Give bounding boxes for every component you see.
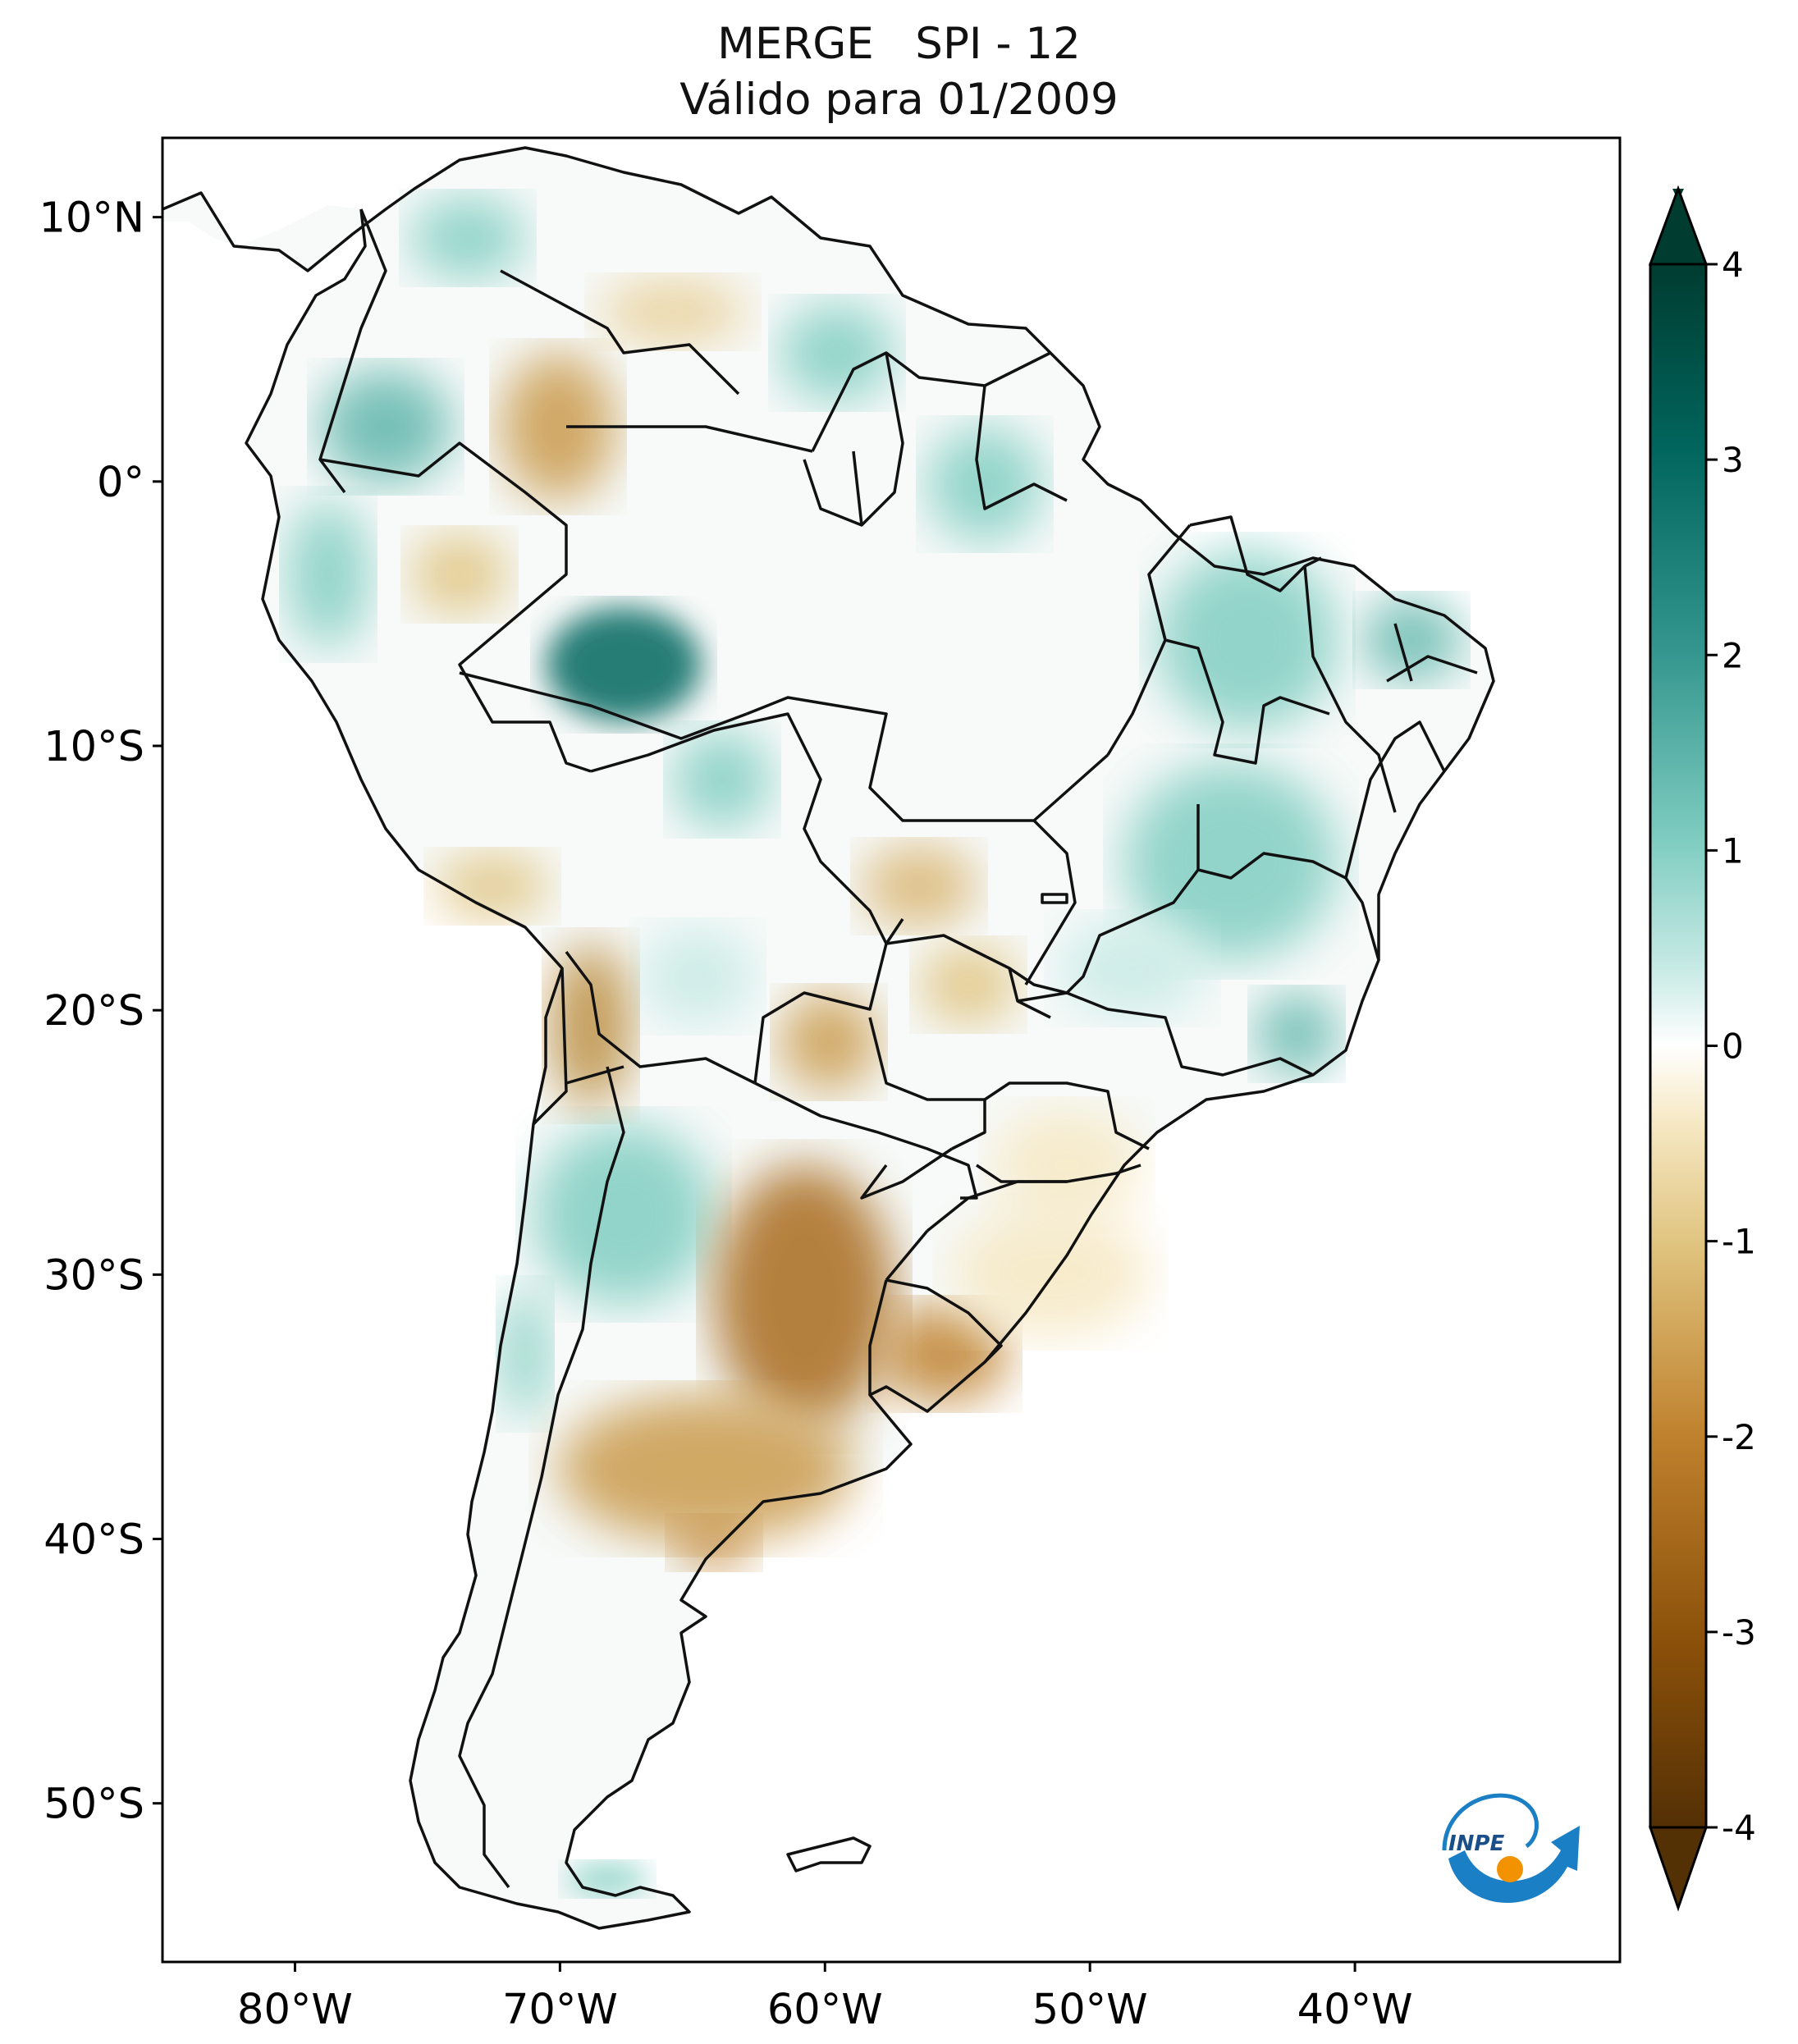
lat-tick-label: 50°S: [43, 1781, 144, 1829]
map-title: MERGE SPI - 12: [717, 19, 1081, 69]
map-content: [162, 146, 1495, 1930]
colorbar-tick-label: -3: [1722, 1612, 1756, 1653]
lon-tick-label: 40°W: [1297, 1986, 1413, 2034]
colorbar-tick-label: -2: [1722, 1417, 1756, 1457]
longitude-axis: 80°W 70°W 60°W 50°W 40°W: [237, 1962, 1413, 2034]
colorbar-max-extend: [1648, 185, 1709, 266]
lat-tick-label: 10°S: [43, 723, 144, 771]
lat-tick-label: 0°: [97, 459, 144, 507]
spi-shading: [287, 197, 1461, 1895]
colorbar-ticks: 4 3 2 1 0 -1 -2 -3 -4: [1706, 245, 1756, 1848]
inpe-logo: INPE: [1442, 1793, 1580, 1904]
lat-tick-label: 30°S: [43, 1251, 144, 1300]
colorbar-tick-label: 0: [1722, 1027, 1744, 1067]
lon-tick-label: 60°W: [767, 1986, 883, 2034]
colorbar-min-extend: [1648, 1826, 1709, 1912]
map-subtitle: Válido para 01/2009: [679, 75, 1119, 125]
boundaries: [162, 146, 1495, 1930]
logo-orbit-arc: [1442, 1793, 1539, 1851]
lat-tick-label: 20°S: [43, 987, 144, 1036]
colorbar-tick-label: 3: [1722, 440, 1744, 480]
colorbar: 4 3 2 1 0 -1 -2 -3 -4: [1648, 185, 1756, 1912]
lat-tick-label: 40°S: [43, 1516, 144, 1565]
lon-tick-label: 70°W: [502, 1986, 618, 2034]
logo-text: INPE: [1448, 1831, 1504, 1856]
colorbar-tick-label: 2: [1722, 635, 1744, 675]
colorbar-tick-label: -4: [1722, 1808, 1756, 1848]
logo-sun: [1497, 1856, 1523, 1882]
logo-arrow: [1448, 1826, 1580, 1904]
map-frame: [161, 136, 1622, 1964]
colorbar-gradient: [1650, 264, 1706, 1827]
colorbar-tick-label: -1: [1722, 1222, 1756, 1262]
colorbar-tick-label: 4: [1722, 245, 1744, 285]
lon-tick-label: 80°W: [237, 1986, 353, 2034]
lon-tick-label: 50°W: [1032, 1986, 1148, 2034]
latitude-axis: 10°N 0° 10°S 20°S 30°S 40°S 50°S: [39, 194, 162, 1829]
lat-tick-label: 10°N: [39, 194, 144, 243]
colorbar-tick-label: 1: [1722, 830, 1744, 871]
